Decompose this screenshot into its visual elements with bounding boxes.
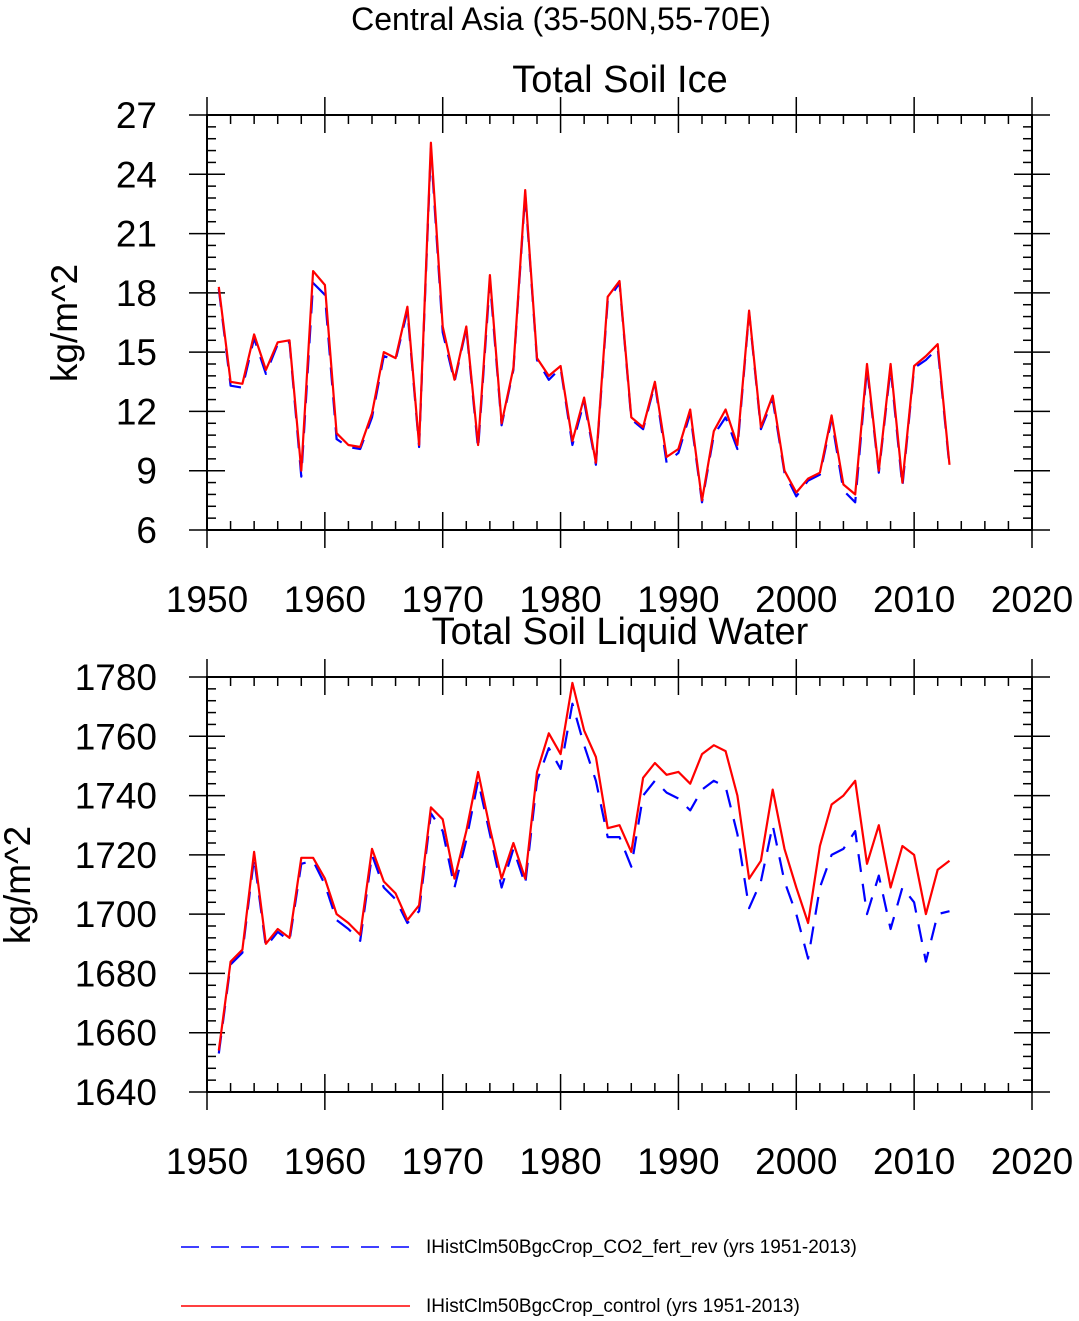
x-tick-label: 1950 bbox=[166, 1141, 248, 1182]
x-tick-label: 1990 bbox=[637, 579, 719, 620]
x-tick-label: 2000 bbox=[755, 579, 837, 620]
x-tick-label: 1980 bbox=[519, 579, 601, 620]
y-tick-label: 1700 bbox=[75, 894, 157, 935]
y-tick-label: 1640 bbox=[75, 1072, 157, 1113]
x-tick-label: 1950 bbox=[166, 579, 248, 620]
legend-label: IHistClm50BgcCrop_control (yrs 1951-2013… bbox=[426, 1296, 800, 1317]
series-line-control bbox=[217, 681, 951, 1051]
y-tick-label: 1720 bbox=[75, 835, 157, 876]
y-tick-label: 6 bbox=[136, 510, 157, 551]
x-tick-label: 1960 bbox=[284, 579, 366, 620]
y-tick-label: 1680 bbox=[75, 953, 157, 994]
x-tick-label: 1970 bbox=[402, 579, 484, 620]
panel-title: Total Soil Ice bbox=[512, 59, 727, 101]
plot-area: 1950 1960 1970 1980 1990 2000 2010 2020 1640 1660… bbox=[75, 657, 1073, 1182]
plot-area: 1950 1960 1970 1980 1990 2000 2010 2020 6 9 12 15 18… bbox=[116, 95, 1073, 620]
panel-title: Total Soil Liquid Water bbox=[432, 611, 809, 653]
y-tick-label: 18 bbox=[116, 273, 157, 314]
y-tick-label: 1760 bbox=[75, 716, 157, 757]
y-tick-label: 24 bbox=[116, 154, 157, 195]
x-tick-label: 2000 bbox=[755, 1141, 837, 1182]
legend-entry: IHistClm50BgcCrop_CO2_fert_rev (yrs 1951… bbox=[181, 1237, 857, 1258]
legend-label: IHistClm50BgcCrop_CO2_fert_rev (yrs 1951… bbox=[426, 1237, 857, 1258]
y-tick-label: 1780 bbox=[75, 657, 157, 698]
panel-total-soil-liquid-water: Total Soil Liquid Water kg/m^2 1950 1960 1… bbox=[0, 611, 1073, 1182]
series-line-control bbox=[217, 141, 951, 502]
plot-frame bbox=[206, 114, 1033, 531]
x-tick-label: 2010 bbox=[873, 579, 955, 620]
x-tick-label: 2010 bbox=[873, 1141, 955, 1182]
panel-total-soil-ice: Total Soil Ice kg/m^2 1950 1960 1970 1980 19… bbox=[44, 59, 1073, 620]
x-tick-label: 1960 bbox=[284, 1141, 366, 1182]
x-tick-label: 1990 bbox=[637, 1141, 719, 1182]
x-tick-label: 2020 bbox=[991, 1141, 1073, 1182]
legend: IHistClm50BgcCrop_CO2_fert_rev (yrs 1951… bbox=[181, 1237, 857, 1317]
y-tick-label: 12 bbox=[116, 391, 157, 432]
plot-frame bbox=[206, 676, 1033, 1093]
y-tick-label: 27 bbox=[116, 95, 157, 136]
x-tick-label: 2020 bbox=[991, 579, 1073, 620]
y-tick-label: 1740 bbox=[75, 776, 157, 817]
series-line-co2-fert-rev bbox=[217, 147, 951, 504]
y-tick-label: 9 bbox=[136, 451, 157, 492]
y-tick-label: 21 bbox=[116, 214, 157, 255]
figure-title: Central Asia (35-50N,55-70E) bbox=[351, 1, 771, 37]
x-tick-label: 1970 bbox=[402, 1141, 484, 1182]
x-tick-label: 1980 bbox=[519, 1141, 601, 1182]
y-axis-label: kg/m^2 bbox=[44, 264, 85, 382]
series-line-co2-fert-rev bbox=[217, 702, 950, 1054]
y-tick-label: 1660 bbox=[75, 1013, 157, 1054]
legend-entry: IHistClm50BgcCrop_control (yrs 1951-2013… bbox=[181, 1296, 800, 1317]
y-tick-label: 15 bbox=[116, 332, 157, 373]
y-axis-label: kg/m^2 bbox=[0, 826, 38, 944]
